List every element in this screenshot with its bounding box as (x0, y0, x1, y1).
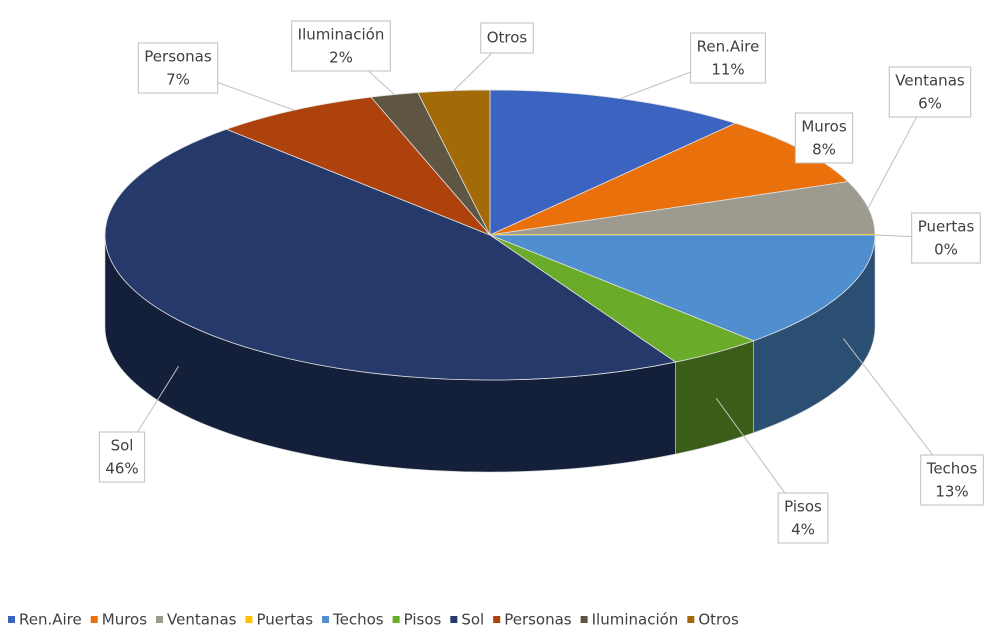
slice (104, 128, 677, 381)
legend-swatch (493, 616, 501, 623)
legend-label: Muros (102, 611, 147, 629)
data-label: Techos 13% (842, 338, 984, 506)
label-value: 13% (935, 483, 968, 501)
label-box (920, 454, 984, 506)
label-box (98, 431, 146, 483)
label-name: Muros (801, 118, 846, 136)
label-box (480, 22, 534, 54)
data-label: Pisos 4% (715, 398, 829, 544)
slice (489, 181, 876, 236)
label-name: Sol (111, 437, 134, 455)
legend-label: Techos (332, 611, 384, 629)
slice (225, 96, 491, 236)
data-label: Personas 7% (137, 42, 295, 111)
label-value: 4% (791, 521, 815, 539)
legend-label: Otros (698, 611, 739, 629)
slice (489, 89, 737, 236)
legend-swatch (392, 616, 400, 623)
data-label: Ren.Aire 11% (620, 32, 766, 100)
label-box (777, 492, 829, 544)
legend-swatch (450, 616, 458, 623)
slice (417, 89, 491, 236)
legend-label: Personas (504, 611, 572, 629)
label-value: 7% (166, 71, 190, 89)
legend-label: Ren.Aire (19, 611, 82, 629)
label-name: Ren.Aire (697, 38, 760, 56)
label-name: Puertas (918, 218, 975, 236)
legend-swatch (90, 616, 98, 623)
legend-label: Sol (461, 611, 484, 629)
legend-label: Iluminación (592, 611, 679, 629)
data-label: Ventanas 6% (867, 66, 972, 209)
slice (489, 234, 876, 342)
legend-swatch (245, 616, 253, 623)
legend-swatch (322, 616, 330, 623)
label-name: Pisos (784, 498, 822, 516)
label-value: 2% (329, 49, 353, 67)
label-box (137, 42, 219, 94)
legend-label: Ventanas (167, 611, 237, 629)
legend-swatch (580, 616, 588, 623)
label-value: 6% (918, 95, 942, 113)
legend-swatch (156, 616, 164, 623)
data-label: Iluminación 2% (291, 20, 395, 95)
label-value: 11% (711, 61, 744, 79)
data-label: Puertas 0% (874, 212, 981, 264)
label-box (794, 112, 854, 164)
label-box (888, 66, 972, 118)
label-name: Techos (926, 460, 978, 478)
label-box (911, 212, 981, 264)
legend-label: Pisos (404, 611, 442, 629)
label-box (690, 32, 766, 84)
label-name: Iluminación (298, 26, 385, 44)
label-name: Personas (144, 48, 212, 66)
data-label: Sol 46% (98, 365, 179, 483)
legend-swatch (687, 616, 695, 623)
data-label: Otros (453, 22, 534, 91)
label-value: 46% (105, 460, 138, 478)
legend-swatch (8, 616, 15, 623)
label-value: 8% (812, 141, 836, 159)
label-name: Ventanas (895, 72, 965, 90)
label-value: 0% (934, 241, 958, 259)
legend-label: Puertas (256, 611, 313, 629)
label-box (291, 20, 391, 72)
data-label: Muros 8% (794, 112, 854, 164)
label-name: Otros (487, 29, 528, 47)
